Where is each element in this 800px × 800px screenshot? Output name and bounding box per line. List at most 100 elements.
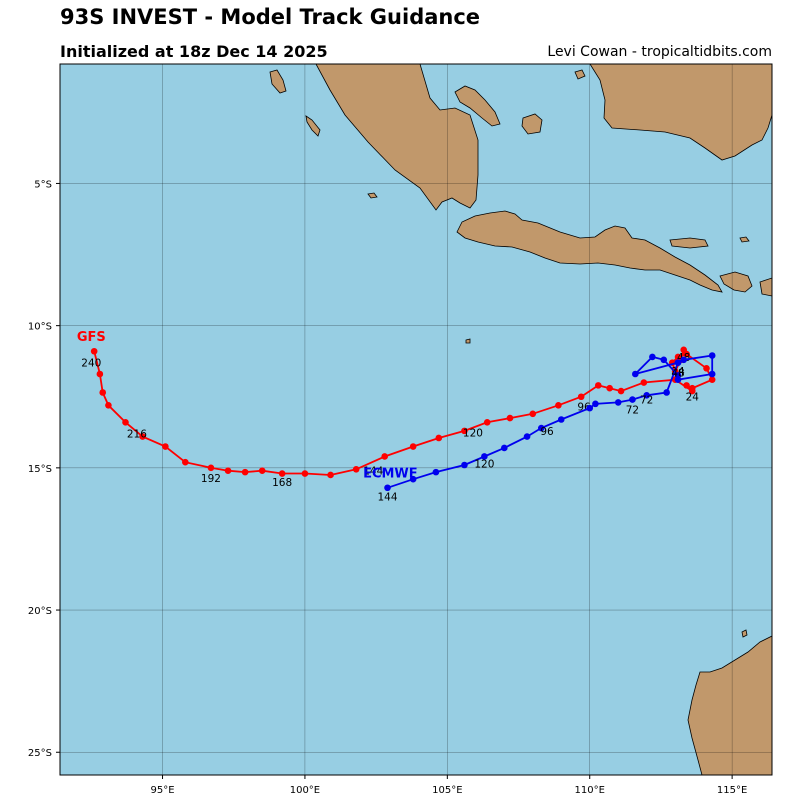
- land-island-small-3: [739, 236, 750, 243]
- gfs-track-point: [688, 387, 696, 395]
- land-island-nias: [269, 69, 287, 94]
- ecmwf-track-point: [708, 370, 716, 378]
- gfs-track-point: [278, 470, 286, 477]
- x-tick-label: 100°E: [290, 785, 320, 796]
- ecmwf-track-point: [660, 356, 668, 364]
- land-borneo: [589, 64, 772, 161]
- ecmwf-hour-label: 72: [640, 395, 653, 407]
- gfs-track-point: [594, 382, 602, 389]
- ecmwf-track-point: [674, 359, 682, 366]
- land-island-small-4: [741, 629, 748, 638]
- gfs-track-point: [207, 464, 215, 472]
- ecmwf-track-point: [663, 389, 670, 396]
- gfs-track-point: [683, 382, 690, 389]
- gfs-track-point: [90, 347, 98, 355]
- ecmwf-track-point: [409, 475, 417, 483]
- ecmwf-track-point: [557, 416, 565, 423]
- ecmwf-track-point: [592, 400, 599, 408]
- model-tracks: 482496120144168192216240GFS4824727296120…: [77, 330, 716, 503]
- gfs-track-point: [703, 365, 710, 372]
- map-frame: [59, 63, 773, 776]
- ecmwf-track-point: [614, 399, 622, 406]
- axis-ticks: 95°E 100°E 105°E 110°E 115°E 5°S 10°S 15°S 20°S 2…: [28, 179, 747, 796]
- ecmwf-track-point: [500, 444, 508, 452]
- gfs-hour-label: 216: [127, 429, 147, 441]
- land-island-small-2: [367, 192, 378, 199]
- gfs-track-point: [483, 419, 491, 426]
- gfs-track-point: [327, 471, 334, 479]
- y-tick-label: 20°S: [28, 606, 52, 617]
- gfs-track-point: [461, 427, 468, 435]
- land-island-bangka: [454, 85, 501, 127]
- ecmwf-track-point: [461, 461, 468, 469]
- gfs-track-point: [96, 370, 104, 378]
- gfs-track-point: [683, 350, 690, 358]
- gfs-track-point: [555, 401, 562, 409]
- land-island-madura: [669, 237, 709, 249]
- page-title: 93S INVEST - Model Track Guidance: [60, 5, 481, 29]
- gfs-track-point: [529, 410, 537, 418]
- x-tick-label: 115°E: [717, 785, 747, 796]
- x-tick-label: 95°E: [151, 785, 175, 796]
- land-island-lombok: [759, 277, 772, 297]
- gfs-track-point: [409, 443, 417, 450]
- ecmwf-track-point: [432, 468, 440, 476]
- y-tick-label: 10°S: [28, 322, 52, 333]
- ecmwf-track-point: [680, 356, 688, 364]
- ecmwf-hour-label: 72: [626, 405, 639, 417]
- init-time-subtitle: Initialized at 18z Dec 14 2025: [60, 42, 328, 61]
- gfs-track-point: [258, 467, 266, 474]
- y-tick-label: 5°S: [34, 179, 52, 190]
- ecmwf-track-point: [523, 433, 531, 440]
- x-tick-label: 105°E: [432, 785, 462, 796]
- land-island-mentawai: [305, 115, 321, 137]
- gfs-track-point: [139, 433, 146, 440]
- gfs-hour-label: 168: [272, 477, 292, 489]
- gfs-track-point: [105, 401, 112, 409]
- land-island-belitung: [521, 113, 543, 135]
- gfs-hour-label: 144: [363, 466, 383, 478]
- ecmwf-hour-label: 120: [474, 459, 494, 471]
- ecmwf-track-point: [586, 404, 594, 412]
- ecmwf-track: [384, 352, 716, 492]
- land-masses: [269, 64, 772, 775]
- ecmwf-track-point: [674, 372, 682, 379]
- gfs-track-point: [381, 453, 388, 460]
- gfs-track-point: [352, 465, 360, 473]
- gfs-hour-label: 96: [577, 402, 591, 414]
- gfs-track-point: [577, 393, 585, 401]
- gfs-track-point: [99, 389, 107, 396]
- gfs-track-point: [606, 384, 613, 392]
- gfs-track-point: [674, 353, 682, 361]
- gfs-hour-label: 240: [81, 358, 101, 370]
- ecmwf-track-point: [538, 424, 545, 432]
- ecmwf-track-point: [629, 396, 636, 403]
- ecmwf-model-label: ECMWF: [363, 467, 418, 482]
- gfs-track-point: [182, 458, 189, 466]
- gfs-track-point: [224, 467, 232, 474]
- ecmwf-hour-label: 96: [540, 426, 554, 438]
- gfs-track-point: [708, 376, 716, 383]
- ecmwf-track-point: [631, 370, 639, 378]
- ecmwf-hour-label: 144: [377, 491, 397, 503]
- land-sumatra: [315, 64, 479, 211]
- land-island-small-1: [574, 69, 586, 80]
- gfs-track-point: [506, 414, 514, 422]
- ecmwf-track-point: [481, 453, 488, 460]
- land-island-small-5: [465, 338, 471, 344]
- ecmwf-track-point: [708, 352, 716, 359]
- gfs-track-point: [301, 470, 309, 477]
- land-australia: [687, 635, 772, 775]
- gfs-track-point: [617, 387, 625, 395]
- gfs-track-point: [640, 379, 648, 386]
- y-tick-label: 25°S: [28, 748, 52, 759]
- land-java: [456, 210, 723, 293]
- ecmwf-track-point: [643, 392, 650, 399]
- gridlines: [60, 64, 772, 775]
- gfs-hour-label: 120: [463, 427, 483, 439]
- ecmwf-track-point: [649, 353, 656, 361]
- gfs-track-point: [162, 443, 169, 450]
- credit-text: Levi Cowan - tropicaltidbits.com: [547, 44, 772, 60]
- ecmwf-hour-label: 24: [686, 392, 700, 404]
